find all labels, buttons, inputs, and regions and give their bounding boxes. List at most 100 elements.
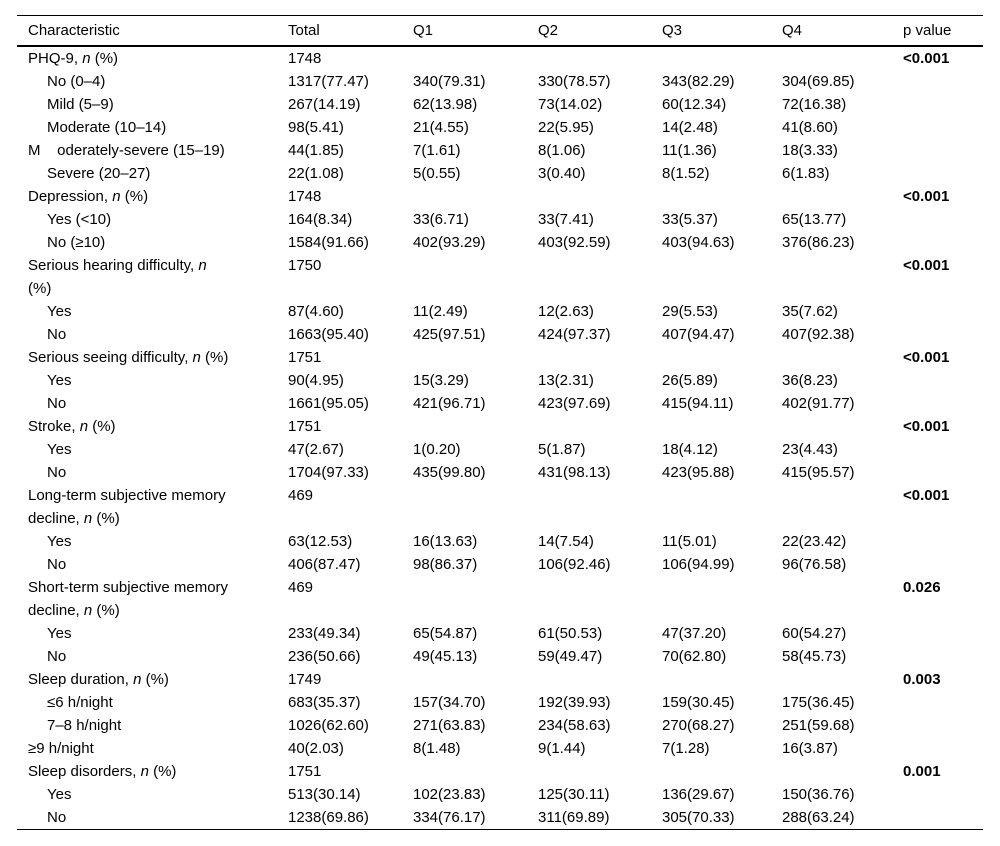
cell-value: 271(63.83) — [413, 717, 486, 734]
cell-value: 1584(91.66) — [288, 234, 369, 251]
cell-pvalue: 0.026 — [903, 579, 941, 596]
cell-value: 288(63.24) — [782, 806, 903, 830]
cell-value — [662, 185, 782, 208]
cell-value: 47(2.67) — [288, 441, 344, 458]
cell-value: 270(68.27) — [662, 717, 735, 734]
cell-pvalue — [903, 438, 983, 461]
row-label: Short-term subjective memory decline, n … — [28, 579, 229, 619]
cell-value: 334(76.17) — [413, 806, 538, 830]
cell-value: 106(92.46) — [538, 556, 611, 573]
col-header-total: Total — [288, 15, 413, 47]
cell-pvalue — [903, 392, 983, 415]
cell-value: 157(34.70) — [413, 694, 486, 711]
cell-pvalue — [903, 783, 983, 806]
table-row: ≤6 h/night 683(35.37) 157(34.70) 192(39.93)… — [17, 691, 983, 714]
cell-value: 311(69.89) — [538, 806, 662, 830]
table-row: No 406(87.47) 98(86.37) 106(92.46) 106(94.99… — [17, 553, 983, 576]
row-label: No — [17, 806, 288, 830]
table-row: Mild (5–9) 267(14.19) 62(13.98) 73(14.02) 60… — [17, 93, 983, 116]
cell-pvalue — [903, 93, 983, 116]
cell-value: 98(5.41) — [288, 119, 344, 136]
cell-value — [662, 484, 782, 530]
col-header-q2: Q2 — [538, 15, 662, 47]
characteristics-table-container: Characteristic Total Q1 Q2 Q3 Q4 p value… — [17, 15, 983, 830]
cell-value: 1749 — [288, 671, 322, 688]
cell-pvalue — [903, 553, 983, 576]
table-row: No 1663(95.40) 425(97.51) 424(97.37) 407(94.… — [17, 323, 983, 346]
cell-pvalue: <0.001 — [903, 50, 950, 67]
cell-value: 175(36.45) — [782, 694, 855, 711]
row-label: Sleep disorders, n (%) — [28, 763, 177, 780]
table-row: Yes 233(49.34) 65(54.87) 61(50.53) 47(37.20)… — [17, 622, 983, 645]
cell-value: 106(94.99) — [662, 556, 735, 573]
cell-value: 136(29.67) — [662, 786, 735, 803]
cell-value: 8(1.52) — [662, 165, 710, 182]
cell-value: 1751 — [288, 418, 322, 435]
cell-value — [413, 760, 538, 783]
cell-value — [413, 576, 538, 622]
row-label: No — [47, 648, 67, 665]
cell-value: 18(3.33) — [782, 142, 838, 159]
row-label: Sleep duration, n (%) — [28, 671, 169, 688]
cell-value: 1026(62.60) — [288, 717, 369, 734]
col-header-characteristic: Characteristic — [17, 15, 288, 47]
cell-value: 421(96.71) — [413, 395, 486, 412]
cell-value: 73(14.02) — [538, 96, 603, 113]
cell-value: 1748 — [288, 50, 322, 67]
cell-value: 469 — [288, 487, 314, 504]
table-row: Yes 63(12.53) 16(13.63) 14(7.54) 11(5.01) 22(… — [17, 530, 983, 553]
cell-value: 7(1.28) — [662, 740, 710, 757]
row-label: Yes — [47, 625, 72, 642]
cell-value: 424(97.37) — [538, 326, 611, 343]
table-row: 7–8 h/night 1026(62.60) 271(63.83) 234(58.6… — [17, 714, 983, 737]
cell-value: 49(45.13) — [413, 648, 478, 665]
row-label: Yes — [47, 303, 72, 320]
cell-pvalue — [903, 461, 983, 484]
cell-value — [413, 185, 538, 208]
cell-value — [662, 668, 782, 691]
row-label: No — [47, 556, 67, 573]
cell-value: 8(1.48) — [413, 740, 461, 757]
cell-pvalue: 0.001 — [903, 763, 941, 780]
cell-value — [413, 668, 538, 691]
cell-value: 33(6.71) — [413, 211, 469, 228]
table-row: Sleep duration, n (%) 1749 0.003 — [17, 668, 983, 691]
cell-value — [538, 185, 662, 208]
cell-value — [538, 760, 662, 783]
cell-value: 90(4.95) — [288, 372, 344, 389]
cell-value: 402(91.77) — [782, 395, 855, 412]
cell-value — [538, 484, 662, 530]
table-row: Short-term subjective memory decline, n … — [17, 576, 983, 622]
table-row: Serious seeing difficulty, n (%) 1751 <0.0… — [17, 346, 983, 369]
cell-value: 22(23.42) — [782, 533, 847, 550]
cell-value — [413, 415, 538, 438]
cell-value: 14(7.54) — [538, 533, 594, 550]
table-row: Yes (<10) 164(8.34) 33(6.71) 33(7.41) 33(5.3… — [17, 208, 983, 231]
table-row: Yes 87(4.60) 11(2.49) 12(2.63) 29(5.53) 35(7.… — [17, 300, 983, 323]
row-label: No — [47, 464, 67, 481]
cell-value: 13(2.31) — [538, 372, 594, 389]
cell-value: 26(5.89) — [662, 372, 718, 389]
cell-value: 304(69.85) — [782, 73, 855, 90]
table-body: PHQ-9, n (%) 1748 <0.001 No (0–4) 1317(77.47… — [17, 46, 983, 830]
row-label: M oderately-severe (15–19) — [28, 142, 225, 159]
table-row: No (≥10) 1584(91.66) 402(93.29) 403(92.59) 4… — [17, 231, 983, 254]
cell-value: 435(99.80) — [413, 464, 486, 481]
cell-value: 340(79.31) — [413, 73, 486, 90]
cell-value: 102(23.83) — [413, 786, 486, 803]
cell-value: 41(8.60) — [782, 119, 838, 136]
cell-value — [782, 484, 903, 530]
table-row: Serious hearing difficulty, n (%) 1750 <0.… — [17, 254, 983, 300]
cell-value: 1663(95.40) — [288, 326, 369, 343]
cell-value: 62(13.98) — [413, 96, 478, 113]
cell-value: 18(4.12) — [662, 441, 718, 458]
cell-value: 96(76.58) — [782, 556, 847, 573]
cell-value: 15(3.29) — [413, 372, 469, 389]
cell-value: 16(13.63) — [413, 533, 478, 550]
characteristics-table: Characteristic Total Q1 Q2 Q3 Q4 p value… — [17, 15, 983, 830]
cell-value: 267(14.19) — [288, 96, 361, 113]
cell-value: 1(0.20) — [413, 441, 461, 458]
cell-value: 9(1.44) — [538, 740, 586, 757]
cell-value: 415(95.57) — [782, 464, 855, 481]
cell-value: 36(8.23) — [782, 372, 838, 389]
